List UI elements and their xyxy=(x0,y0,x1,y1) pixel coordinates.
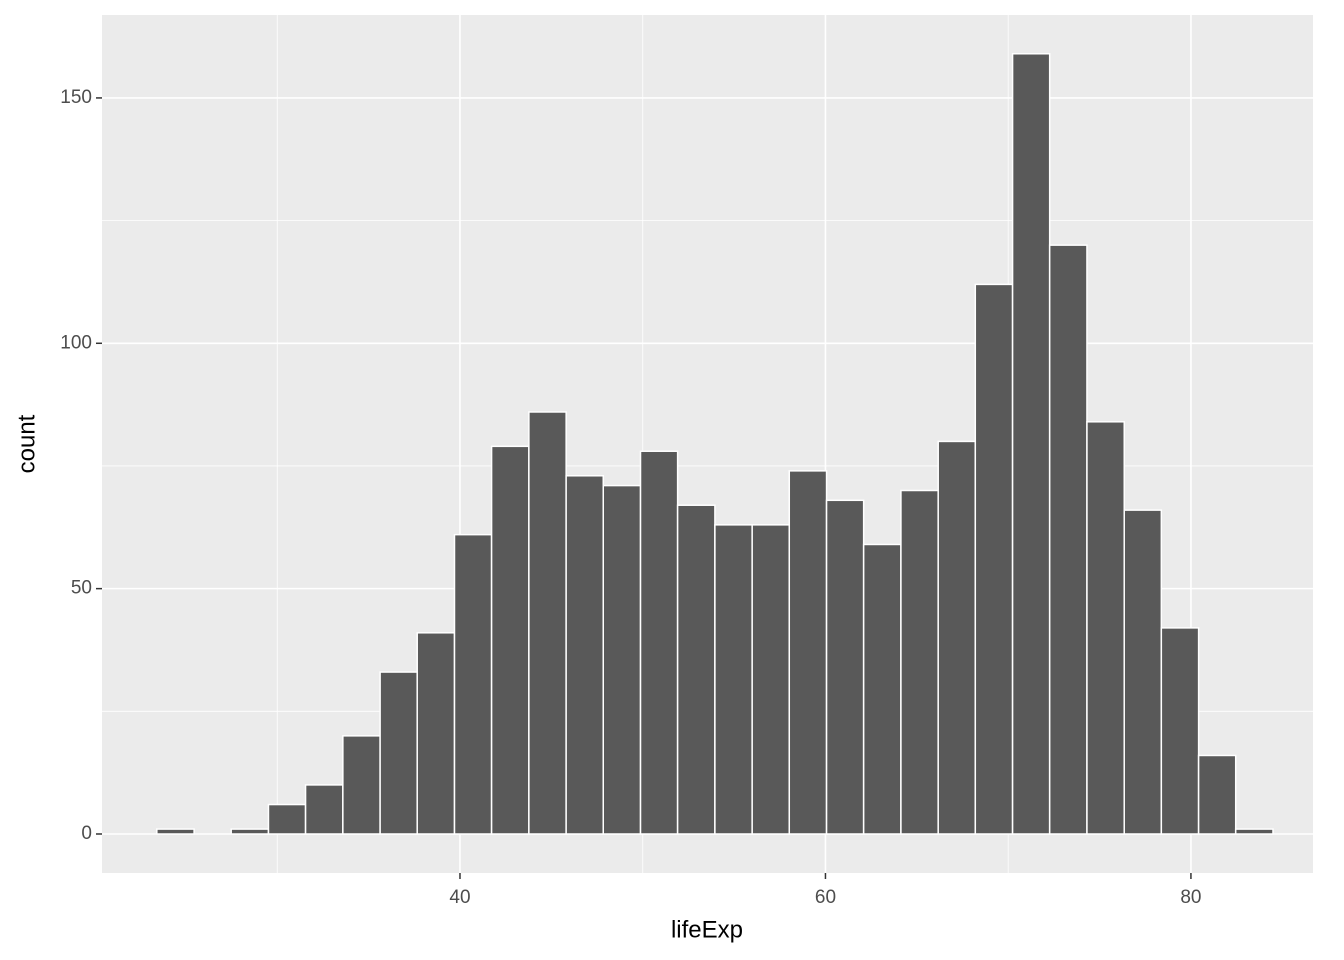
bar xyxy=(1234,828,1274,835)
bars xyxy=(156,53,1274,835)
bar xyxy=(751,524,791,835)
bar xyxy=(528,411,567,835)
x-tick-label: 40 xyxy=(449,887,470,908)
bar xyxy=(1086,421,1125,835)
bar xyxy=(602,484,642,835)
bar xyxy=(825,499,865,835)
bar xyxy=(267,803,307,835)
bar xyxy=(1123,509,1163,835)
y-tick-label: 50 xyxy=(71,578,92,599)
bar xyxy=(714,524,753,835)
bar xyxy=(342,735,381,835)
bar xyxy=(1011,53,1051,835)
x-axis-title: lifeExp xyxy=(671,916,743,943)
y-tick-label: 150 xyxy=(60,87,92,108)
bar xyxy=(453,533,493,835)
bar xyxy=(900,489,939,835)
bar xyxy=(565,475,604,835)
bar xyxy=(304,784,344,835)
bar xyxy=(639,450,679,835)
bar xyxy=(416,632,456,835)
bar xyxy=(862,543,902,835)
y-tick-label: 100 xyxy=(60,332,92,353)
x-tick-label: 60 xyxy=(815,887,836,908)
y-tick-label: 0 xyxy=(81,823,92,844)
bar xyxy=(1197,754,1237,835)
y-axis-title: count xyxy=(13,414,40,473)
bar xyxy=(379,671,418,835)
bar xyxy=(1048,244,1088,835)
bar xyxy=(230,828,270,835)
x-tick-label: 80 xyxy=(1180,887,1201,908)
bar xyxy=(788,470,828,835)
bar xyxy=(1160,627,1200,835)
bar xyxy=(676,504,716,835)
bar xyxy=(974,283,1014,835)
bar xyxy=(490,445,530,835)
bar xyxy=(156,828,195,835)
bar xyxy=(937,440,977,835)
